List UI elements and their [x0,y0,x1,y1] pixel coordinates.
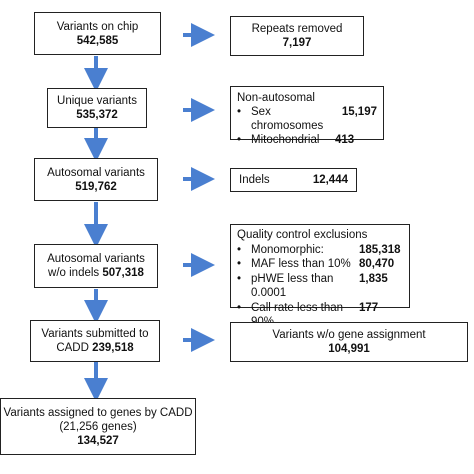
variants-submitted-box: Variants submitted to CADD 239,518 [30,320,160,362]
indels-value: 12,444 [312,174,348,186]
repeats-removed-box: Repeats removed 7,197 [230,16,364,56]
no-gene-assignment-box: Variants w/o gene assignment 104,991 [230,322,468,362]
autosomal-no-indels-label-2: w/o indels [48,267,100,279]
non-autosomal-title: Non-autosomal [237,92,315,104]
indels-box: Indels 12,444 [230,168,357,192]
phwe-label: pHWE less than 0.0001 [251,272,334,300]
sex-chromosomes-label: Sex chromosomes [251,106,324,132]
unique-variants-label: Unique variants [57,95,137,107]
no-gene-assignment-label: Variants w/o gene assignment [272,329,426,341]
repeats-removed-label: Repeats removed [251,23,343,35]
call-rate-value: 177 [359,301,379,314]
bullet-icon: • [237,272,242,285]
phwe-value: 1,835 [359,272,388,285]
variants-assigned-value: 134,527 [77,434,119,447]
bullet-icon: • [237,106,242,118]
monomorphic-value: 185,318 [359,243,401,256]
variants-assigned-genes: (21,256 genes) [59,420,137,433]
autosomal-no-indels-box: Autosomal variants w/o indels 507,318 [34,244,158,288]
non-autosomal-box: Non-autosomal • Sex chromosomes 15,197 •… [230,86,384,146]
variants-on-chip-value: 542,585 [76,34,119,47]
autosomal-no-indels-label: Autosomal variants [47,253,145,265]
bullet-icon: • [237,301,242,314]
repeats-removed-value: 7,197 [282,37,312,49]
unique-variants-box: Unique variants 535,372 [47,88,147,128]
maf-value: 80,470 [359,258,395,270]
autosomal-variants-value: 519,762 [75,180,117,193]
bullet-icon: • [237,243,242,256]
variants-on-chip-box: Variants on chip 542,585 [34,12,161,55]
mitochondrial-value: 413 [335,134,355,146]
variants-submitted-value: 239,518 [92,342,134,354]
unique-variants-value: 535,372 [76,109,118,121]
variants-submitted-label: Variants submitted to [41,328,149,340]
sex-chromosomes-value: 15,197 [341,106,377,118]
autosomal-no-indels-value: 507,318 [102,267,144,279]
variants-submitted-label-2: CADD [56,342,89,354]
qc-exclusions-box: Quality control exclusions • Monomorphic… [230,224,410,328]
no-gene-assignment-value: 104,991 [328,343,370,355]
list-item: • MAF less than 10% 80,470 [237,257,403,272]
list-item: • pHWE less than 0.0001 1,835 [237,272,403,301]
variants-assigned-label: Variants assigned to genes by CADD [3,406,193,419]
bullet-icon: • [237,258,242,270]
indels-label: Indels [239,174,270,186]
monomorphic-label: Monomorphic: [251,243,324,256]
maf-label: MAF less than 10% [251,258,351,270]
qc-exclusions-title: Quality control exclusions [237,229,368,241]
variants-on-chip-label: Variants on chip [56,20,139,33]
autosomal-variants-box: Autosomal variants 519,762 [34,158,158,201]
mitochondrial-label: Mitochondrial [251,134,320,146]
list-item: • Mitochondrial 413 [237,133,377,147]
bullet-icon: • [237,134,242,146]
list-item: • Sex chromosomes 15,197 [237,105,377,133]
variants-assigned-box: Variants assigned to genes by CADD (21,2… [0,398,196,455]
autosomal-variants-label: Autosomal variants [47,166,145,179]
list-item: • Monomorphic: 185,318 [237,243,403,258]
